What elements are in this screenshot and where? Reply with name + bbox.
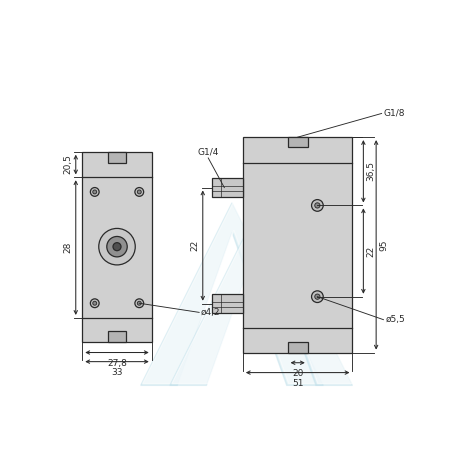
Text: 33: 33 [111,368,123,377]
Text: 36,5: 36,5 [366,161,375,181]
Circle shape [311,200,323,211]
Circle shape [91,299,99,308]
Text: ø5,5: ø5,5 [385,315,405,324]
Circle shape [311,291,323,302]
Bar [108,152,126,163]
Text: 51: 51 [292,379,303,388]
Circle shape [137,301,141,305]
Text: 20,5: 20,5 [63,155,72,174]
Text: 22: 22 [366,246,375,257]
Circle shape [135,188,144,196]
Text: G1/4: G1/4 [198,147,219,156]
Bar [243,137,352,353]
Polygon shape [143,201,325,383]
Text: 95: 95 [380,239,389,251]
Bar [82,152,152,342]
Circle shape [93,190,97,194]
Circle shape [113,243,121,251]
Circle shape [91,188,99,196]
Bar [212,294,243,313]
Circle shape [135,299,144,308]
Text: G1/8: G1/8 [383,109,405,118]
Circle shape [99,228,135,265]
Text: 28: 28 [63,242,72,253]
Circle shape [137,190,141,194]
Bar [288,342,308,353]
Circle shape [315,294,320,299]
Circle shape [107,237,127,257]
Text: ø4,2: ø4,2 [201,308,220,317]
Polygon shape [172,201,354,383]
Text: 20: 20 [292,369,303,378]
Polygon shape [141,203,323,385]
Text: 27,8: 27,8 [107,359,127,368]
Bar [108,331,126,342]
Circle shape [93,301,97,305]
Bar [288,137,308,147]
Text: 22: 22 [190,240,199,251]
Polygon shape [170,203,352,385]
Bar [212,178,243,197]
Circle shape [315,203,320,208]
